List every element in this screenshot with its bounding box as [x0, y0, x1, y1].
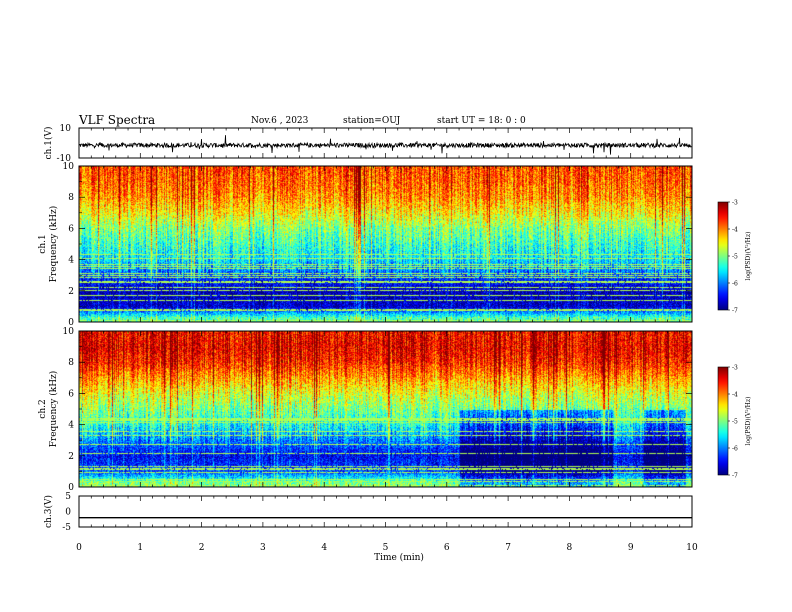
- x-tick-label: 3: [260, 543, 266, 553]
- ch1-spectrogram-ytick-label: 2: [68, 287, 74, 297]
- ch1-spectrogram-colorbar-tick-label: -7: [732, 308, 738, 315]
- x-tick-label: 1: [137, 543, 143, 553]
- ch2-spectrogram-colorbar-tick-label: -4: [732, 392, 738, 399]
- ch2-spectrogram-ylabel: Frequency (kHz): [48, 371, 59, 448]
- ch2-spectrogram-ytick-label: 4: [68, 421, 74, 431]
- figure-title: VLF Spectra: [79, 113, 156, 127]
- x-tick-label: 2: [199, 543, 205, 553]
- ch1-spectrogram-ytick-label: 10: [63, 162, 75, 172]
- ch2-spectrogram-ytick-label: 6: [68, 389, 74, 399]
- ch2-spectrogram-colorbar-label: log(PSD)(V²/Hz): [745, 397, 752, 446]
- ch2-spectrogram-colorbar: [717, 366, 729, 476]
- ch1-spectrogram-colorbar-tick-label: -3: [732, 200, 738, 207]
- ch2-spectrogram-colorbar-tick-label: -3: [732, 365, 738, 372]
- ch1-spectrogram-colorbar-label: log(PSD)(V²/Hz): [745, 232, 752, 281]
- ch1-spectrogram-ytick-label: 4: [68, 256, 74, 266]
- x-tick-label: 6: [444, 543, 450, 553]
- ch2-spectrogram-ytick-label: 2: [68, 452, 74, 462]
- ch1-spectrogram-colorbar-tick-label: -4: [732, 227, 738, 234]
- ch2-spectrogram-ytick-label: 0: [68, 483, 74, 493]
- ch1-spectrogram-ytick-label: 0: [68, 318, 74, 328]
- ch3-ytick-label: 0: [65, 508, 71, 518]
- station-label: station=OUJ: [343, 116, 401, 126]
- x-tick-label: 0: [76, 543, 82, 553]
- x-axis-label: Time (min): [374, 552, 424, 563]
- ch2-spectrogram-colorbar-tick-label: -7: [732, 473, 738, 480]
- x-tick-label: 8: [567, 543, 573, 553]
- date-label: Nov.6 , 2023: [251, 116, 309, 126]
- ch1-spectrogram-colorbar-tick-label: -6: [732, 281, 738, 288]
- ch3-ytick-label: 5: [65, 492, 71, 502]
- ch1-spectrogram-colorbar: [717, 201, 729, 311]
- x-tick-label: 9: [628, 543, 634, 553]
- ch2-spectrogram-image: [79, 331, 692, 487]
- ch1-ytick-label: -10: [57, 154, 72, 164]
- ch3-ylabel: ch.3(V): [43, 495, 54, 528]
- ch1-spectrogram-colorbar-tick-label: -5: [732, 254, 738, 261]
- ch2-spectrogram-ytick-label: 10: [63, 327, 75, 337]
- ch2-spectrogram-channel-label: ch.2: [38, 399, 48, 418]
- ch1-spectrogram-ytick-label: 6: [68, 224, 74, 234]
- x-tick-label: 4: [321, 543, 327, 553]
- x-tick-label: 7: [505, 543, 511, 553]
- ch2-spectrogram-colorbar-tick-label: -6: [732, 446, 738, 453]
- start-ut-label: start UT = 18: 0 : 0: [437, 116, 526, 126]
- x-tick-label: 5: [383, 543, 389, 553]
- ch3-ytick-label: -5: [62, 523, 71, 533]
- x-tick-label: 10: [686, 543, 698, 553]
- ch1-ylabel: ch.1(V): [43, 127, 54, 160]
- ch1-spectrogram-ylabel: Frequency (kHz): [48, 206, 59, 283]
- ch1-spectrogram-image: [79, 166, 692, 322]
- ch1-waveform-line: [78, 135, 693, 155]
- ch2-spectrogram-colorbar-tick-label: -5: [732, 419, 738, 426]
- ch1-spectrogram-ytick-label: 8: [68, 193, 74, 203]
- ch1-spectrogram-channel-label: ch.1: [38, 234, 48, 253]
- ch2-spectrogram-ytick-label: 8: [68, 358, 74, 368]
- ch1-ytick-label: 10: [60, 124, 72, 134]
